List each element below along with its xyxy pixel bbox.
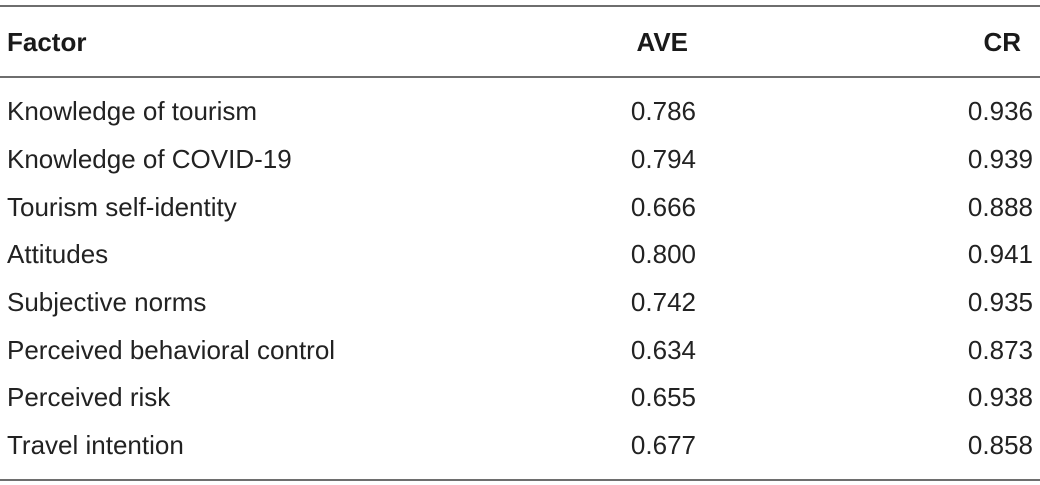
cr-cell: 0.941 [967,239,1033,269]
table-row: Knowledge of tourism 0.786 0.936 [0,87,1040,135]
factor-cell: Perceived risk [7,382,171,412]
factor-cell: Knowledge of tourism [7,96,258,126]
cr-cell: 0.936 [967,96,1033,126]
factor-cell: Perceived behavioral control [7,335,336,365]
cr-cell: 0.938 [967,382,1033,412]
factor-cell: Knowledge of COVID-19 [7,144,292,174]
ave-cell: 0.666 [630,192,696,222]
ave-cell: 0.794 [630,144,696,174]
cr-cell: 0.888 [967,192,1033,222]
table-row: Attitudes 0.800 0.941 [0,230,1040,278]
ave-cell: 0.742 [630,287,696,317]
table-row: Travel intention 0.677 0.858 [0,421,1040,469]
table-row: Perceived risk 0.655 0.938 [0,373,1040,421]
factor-cell: Attitudes [7,239,109,269]
table-row: Knowledge of COVID-19 0.794 0.939 [0,135,1040,183]
table-row: Subjective norms 0.742 0.935 [0,278,1040,326]
factor-cell: Travel intention [7,430,184,460]
table-row: Tourism self-identity 0.666 0.888 [0,183,1040,231]
ave-cell: 0.677 [630,430,696,460]
table-header-rule [0,76,1040,78]
cr-cell: 0.935 [967,287,1033,317]
table-header-row: Factor AVE CR [0,18,1040,66]
cr-cell: 0.939 [967,144,1033,174]
factor-cell: Tourism self-identity [7,192,237,222]
cr-cell: 0.858 [967,430,1033,460]
header-factor: Factor [7,27,87,57]
table-row: Perceived behavioral control 0.634 0.873 [0,326,1040,374]
ave-cell: 0.634 [630,335,696,365]
ave-cell: 0.655 [630,382,696,412]
ave-cell: 0.786 [630,96,696,126]
header-cr: CR [983,27,1021,57]
factor-cell: Subjective norms [7,287,207,317]
cr-cell: 0.873 [967,335,1033,365]
table-bottom-rule [0,479,1040,481]
header-ave: AVE [636,27,688,57]
table-top-rule [0,5,1040,7]
ave-cell: 0.800 [630,239,696,269]
